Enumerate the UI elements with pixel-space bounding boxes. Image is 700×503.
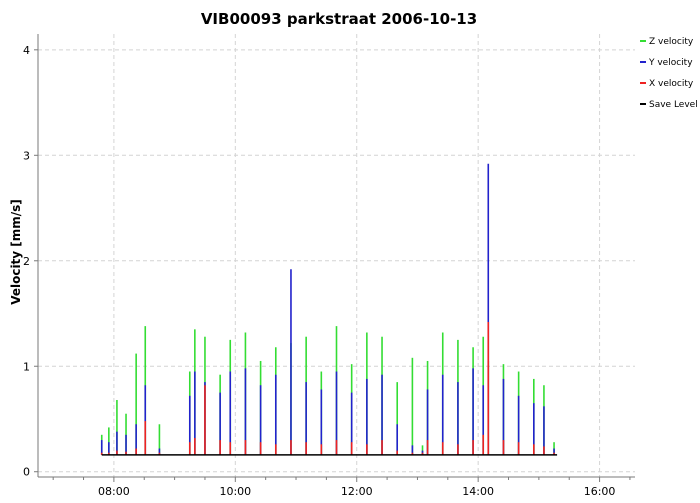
y-tick-label: 4 xyxy=(23,44,30,57)
grid xyxy=(38,34,635,477)
y-tick-label: 3 xyxy=(23,149,30,162)
x-tick-label: 14:00 xyxy=(462,485,494,498)
y-tick-label: 1 xyxy=(23,360,30,373)
x-tick-label: 08:00 xyxy=(98,485,130,498)
y-axis-label: Velocity [mm/s] xyxy=(9,199,23,305)
y-tick-label: 2 xyxy=(23,255,30,268)
x-tick-label: 10:00 xyxy=(219,485,251,498)
legend: Z velocity Y velocity X velocity Save Level xyxy=(640,37,698,110)
x-tick-label: 12:00 xyxy=(341,485,373,498)
series-group xyxy=(100,163,558,456)
chart-title: VIB00093 parkstraat 2006-10-13 xyxy=(201,10,477,28)
axes: 0 1 2 3 4 08:00 10:00 12:00 14:00 16:00 xyxy=(23,34,635,498)
series-y-velocity xyxy=(100,163,555,455)
legend-label: Save Level xyxy=(649,100,698,110)
legend-label: Y velocity xyxy=(648,58,693,68)
legend-label: X velocity xyxy=(649,79,694,89)
x-tick-label: 16:00 xyxy=(584,485,616,498)
series-x-velocity xyxy=(100,321,555,455)
y-tick-label: 0 xyxy=(23,466,30,479)
series-z-velocity xyxy=(100,326,555,455)
legend-label: Z velocity xyxy=(649,37,694,47)
